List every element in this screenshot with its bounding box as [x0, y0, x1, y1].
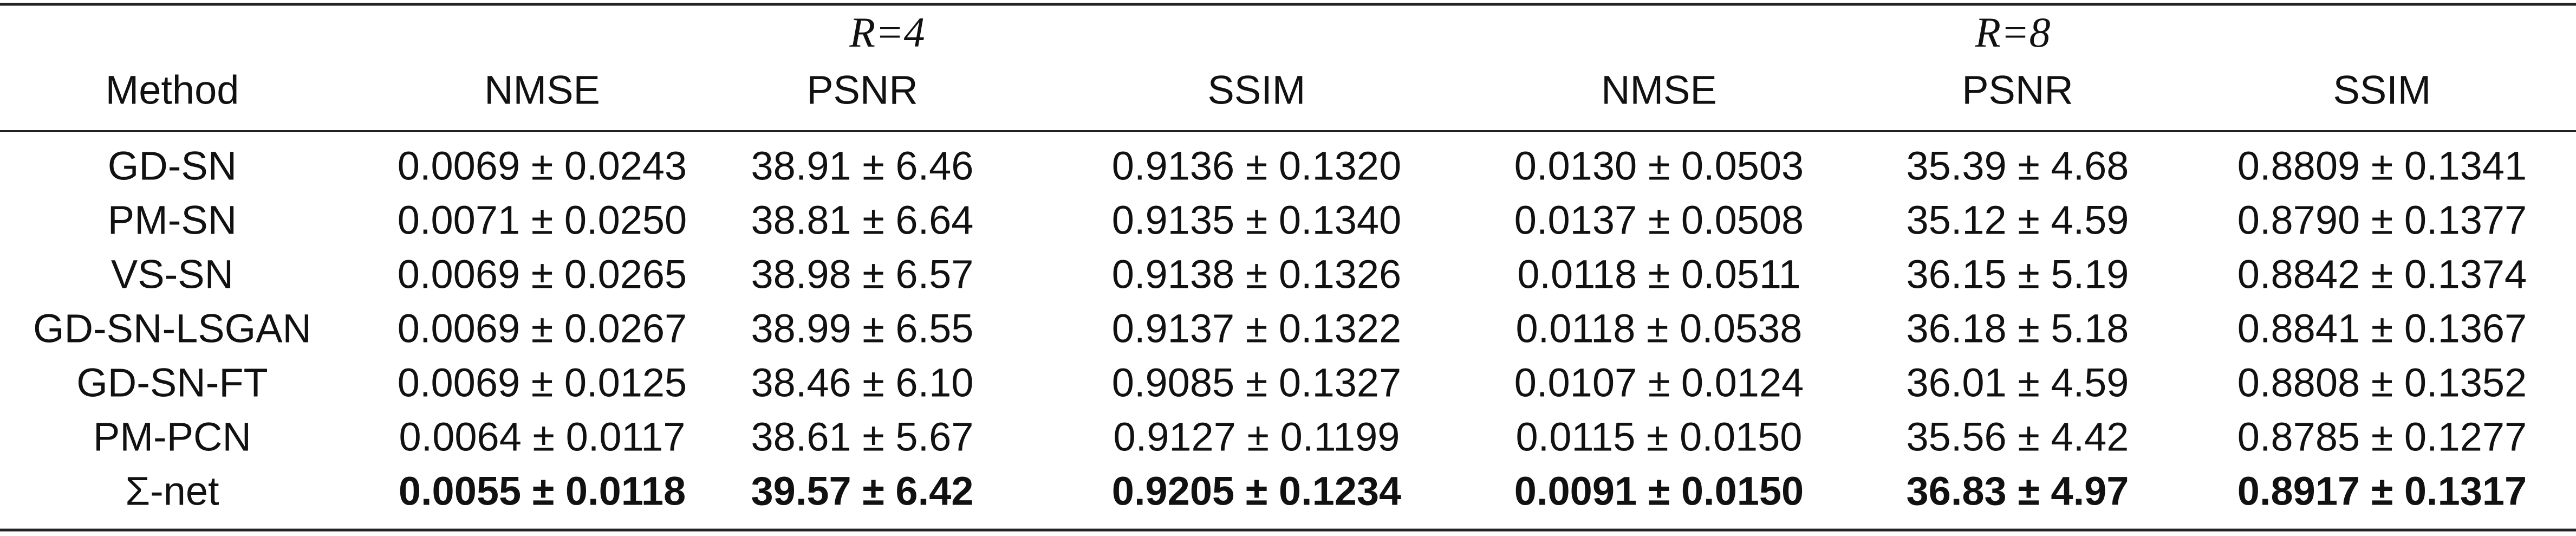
method-name: GD-SN-FT — [76, 360, 268, 405]
method-name: GD-SN — [108, 144, 237, 189]
cell: 38.99 ± 6.55 — [751, 306, 974, 351]
cell: 0.8809 ± 0.1341 — [2237, 144, 2527, 189]
cell: 0.9085 ± 0.1327 — [1112, 360, 1401, 405]
cell: 0.8808 ± 0.1352 — [2237, 360, 2527, 405]
cell: 36.15 ± 5.19 — [1907, 252, 2129, 297]
cell: 35.39 ± 4.68 — [1907, 144, 2129, 189]
cell: 0.8790 ± 0.1377 — [2237, 198, 2527, 243]
column-header: SSIM — [1208, 68, 1306, 113]
cell: 0.0069 ± 0.0243 — [398, 144, 687, 189]
cell: 0.8841 ± 0.1367 — [2237, 306, 2527, 351]
cell: 0.0130 ± 0.0503 — [1514, 144, 1804, 189]
column-header: NMSE — [1601, 68, 1717, 113]
column-header: NMSE — [484, 68, 600, 113]
cell: 36.01 ± 4.59 — [1907, 360, 2129, 405]
cell: 38.98 ± 6.57 — [751, 252, 974, 297]
cell: 0.0118 ± 0.0511 — [1517, 252, 1800, 297]
cell: 38.91 ± 6.46 — [751, 144, 974, 189]
cell: 38.46 ± 6.10 — [751, 360, 974, 405]
cell: 0.0069 ± 0.0267 — [398, 306, 687, 351]
method-name: PM-SN — [108, 198, 237, 243]
column-header: Method — [106, 68, 239, 113]
cell: 0.9136 ± 0.1320 — [1112, 144, 1401, 189]
cell: 0.0107 ± 0.0124 — [1514, 360, 1804, 405]
cell: 0.8917 ± 0.1317 — [2237, 469, 2527, 514]
method-name: VS-SN — [111, 252, 233, 297]
cell: 0.9205 ± 0.1234 — [1112, 469, 1401, 514]
cell: 36.18 ± 5.18 — [1907, 306, 2129, 351]
cell: 38.81 ± 6.64 — [751, 198, 974, 243]
cell: 0.0064 ± 0.0117 — [399, 415, 686, 460]
group-header: R=8 — [1974, 9, 2050, 56]
cell: 0.0115 ± 0.0150 — [1516, 415, 1803, 460]
column-header: SSIM — [2333, 68, 2431, 113]
cell: 38.61 ± 5.67 — [751, 415, 974, 460]
cell: 0.9127 ± 0.1199 — [1114, 415, 1400, 460]
method-name: Σ-net — [125, 469, 219, 514]
cell: 0.0071 ± 0.0250 — [398, 198, 687, 243]
method-name: PM-PCN — [93, 415, 251, 460]
cell: 0.0069 ± 0.0265 — [398, 252, 687, 297]
cell: 0.9135 ± 0.1340 — [1112, 198, 1401, 243]
cell: 35.56 ± 4.42 — [1907, 415, 2129, 460]
cell: 36.83 ± 4.97 — [1907, 469, 2129, 514]
cell: 0.0137 ± 0.0508 — [1514, 198, 1804, 243]
cell: 35.12 ± 4.59 — [1907, 198, 2129, 243]
cell: 0.8842 ± 0.1374 — [2237, 252, 2527, 297]
cell: 0.0091 ± 0.0150 — [1514, 469, 1804, 514]
column-header: PSNR — [806, 68, 918, 113]
cell: 39.57 ± 6.42 — [751, 469, 974, 514]
group-header: R=4 — [849, 9, 925, 56]
cell: 0.0118 ± 0.0538 — [1516, 306, 1803, 351]
cell: 0.0055 ± 0.0118 — [399, 469, 686, 514]
cell: 0.0069 ± 0.0125 — [398, 360, 687, 405]
cell: 0.8785 ± 0.1277 — [2237, 415, 2527, 460]
method-name: GD-SN-LSGAN — [33, 306, 311, 351]
cell: 0.9137 ± 0.1322 — [1112, 306, 1401, 351]
cell: 0.9138 ± 0.1326 — [1112, 252, 1401, 297]
column-header: PSNR — [1962, 68, 2073, 113]
